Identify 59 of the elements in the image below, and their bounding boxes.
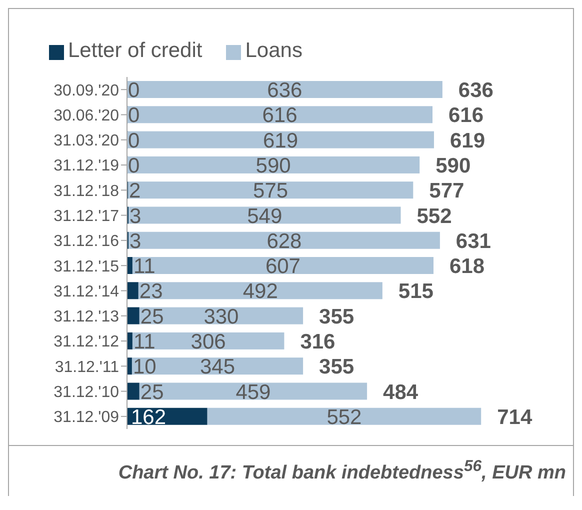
total-label: 355 (319, 305, 354, 328)
data-label: 628 (266, 230, 302, 253)
total-label: 316 (300, 330, 336, 354)
y-tick-label: 31.12.'10 (54, 384, 120, 401)
total-label: 631 (456, 230, 492, 253)
y-tick-label: 31.12.'18 (54, 182, 120, 200)
data-label: 11 (133, 330, 156, 354)
data-label: 0 (128, 154, 140, 178)
data-label: 607 (265, 255, 300, 278)
data-label: 590 (256, 154, 291, 178)
data-label: 345 (200, 356, 236, 379)
total-label: 515 (398, 280, 434, 304)
data-label: 619 (262, 129, 298, 152)
y-tick-label: 31.12.'09 (54, 409, 120, 426)
data-label: 0 (128, 104, 140, 128)
y-tick-label: 31.12.'19 (54, 158, 120, 175)
data-label: 2 (128, 180, 141, 203)
data-label: 459 (236, 380, 271, 404)
legend-label: Letter of credit (68, 39, 202, 62)
y-tick-label: 31.03.'20 (54, 132, 120, 150)
y-tick-label: 31.12.'11 (54, 358, 120, 376)
data-label: 636 (267, 79, 302, 102)
data-label: 552 (326, 406, 362, 429)
data-label: 549 (247, 204, 282, 228)
total-label: 355 (319, 356, 354, 379)
y-tick-label: 31.12.'16 (54, 233, 120, 250)
data-label: 616 (262, 104, 298, 128)
total-label: 552 (416, 204, 452, 228)
data-label: 0 (128, 79, 140, 102)
y-tick-label: 31.12.'14 (54, 283, 120, 300)
total-label: 484 (383, 380, 418, 404)
total-label: 618 (449, 255, 485, 278)
total-label: 636 (458, 79, 494, 102)
data-label: 330 (204, 305, 239, 328)
text: Chart No. 17: Total bank indebtedness$^{56}$, EUR mn (8, 445, 574, 484)
data-label: 25 (140, 380, 164, 404)
y-tick-label: 30.06.'20 (54, 107, 120, 124)
data-label: 25 (140, 305, 164, 328)
data-label: 162 (131, 406, 166, 429)
data-label: 0 (128, 129, 140, 152)
y-tick-label: 31.12.'13 (54, 308, 120, 326)
data-label: 306 (190, 330, 226, 354)
y-tick-label: 31.12.'12 (54, 334, 120, 351)
data-label: 23 (139, 280, 163, 304)
data-label: 3 (129, 230, 142, 253)
total-label: 619 (450, 129, 486, 152)
data-label: 10 (132, 356, 156, 379)
total-label: 590 (436, 154, 471, 178)
y-tick-label: 30.09.'20 (54, 82, 120, 100)
data-label: 492 (242, 280, 278, 304)
data-label: 11 (133, 255, 156, 278)
y-tick-label: 31.12.'17 (54, 208, 120, 225)
data-label: 575 (253, 180, 288, 203)
total-label: 616 (448, 104, 484, 128)
y-tick-label: 31.12.'15 (54, 258, 120, 276)
total-label: 577 (429, 180, 464, 203)
legend-label: Loans (245, 39, 302, 62)
total-label: 714 (497, 406, 532, 429)
data-label: 3 (129, 204, 142, 228)
